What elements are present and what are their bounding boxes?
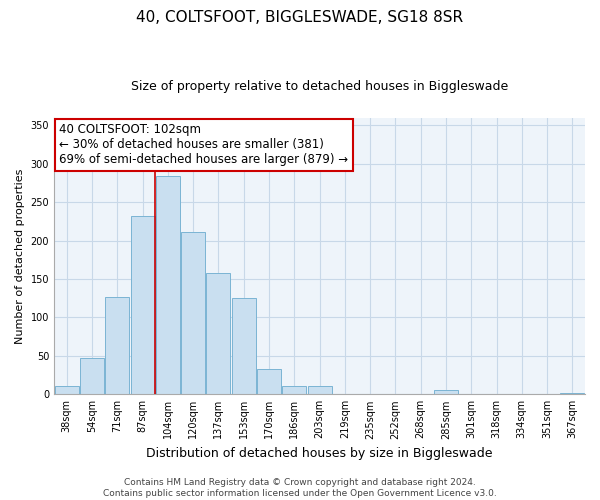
Bar (257, 369, 281, 394)
Bar (308, 386, 332, 394)
Bar (181, 232, 205, 394)
Text: 40, COLTSFOOT, BIGGLESWADE, SG18 8SR: 40, COLTSFOOT, BIGGLESWADE, SG18 8SR (136, 10, 464, 25)
Bar (156, 176, 180, 394)
Bar (55, 386, 79, 394)
Bar (434, 390, 458, 394)
Bar (105, 297, 129, 394)
Y-axis label: Number of detached properties: Number of detached properties (15, 168, 25, 344)
Title: Size of property relative to detached houses in Biggleswade: Size of property relative to detached ho… (131, 80, 508, 93)
Bar (560, 393, 584, 394)
Text: Contains HM Land Registry data © Crown copyright and database right 2024.
Contai: Contains HM Land Registry data © Crown c… (103, 478, 497, 498)
Bar (131, 216, 155, 394)
Bar (206, 273, 230, 394)
X-axis label: Distribution of detached houses by size in Biggleswade: Distribution of detached houses by size … (146, 447, 493, 460)
Bar (232, 298, 256, 394)
Bar (80, 358, 104, 395)
Text: 40 COLTSFOOT: 102sqm
← 30% of detached houses are smaller (381)
69% of semi-deta: 40 COLTSFOOT: 102sqm ← 30% of detached h… (59, 124, 349, 166)
Bar (282, 386, 306, 394)
